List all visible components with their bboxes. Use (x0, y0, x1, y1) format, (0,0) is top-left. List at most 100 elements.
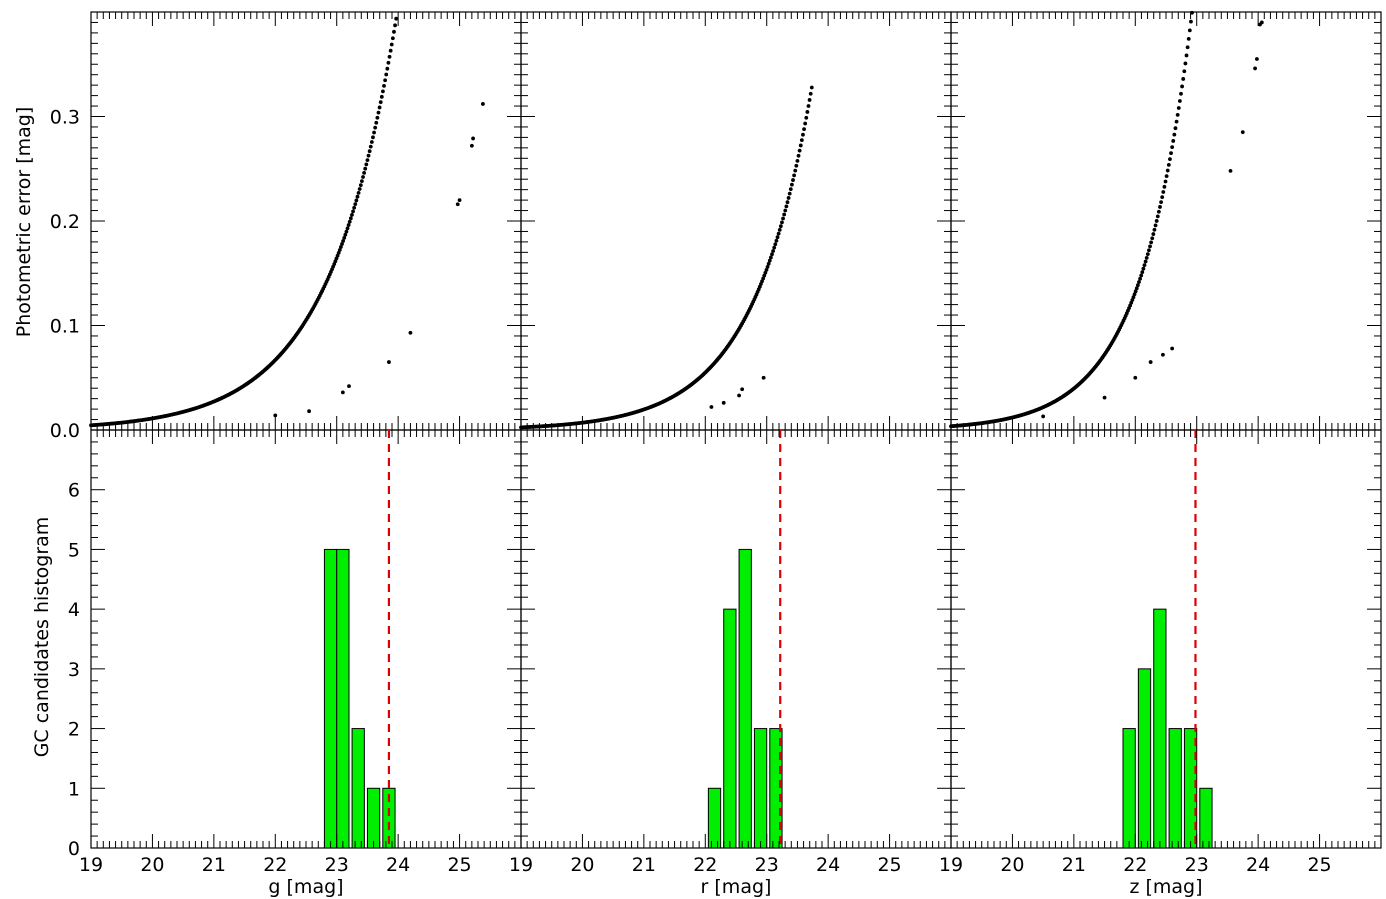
histogram-bar (366, 787, 381, 849)
data-point (1165, 168, 1170, 173)
data-point (1172, 132, 1177, 137)
data-point (1145, 252, 1150, 257)
data-point (457, 198, 462, 203)
data-point (1135, 283, 1140, 288)
histogram-bar (336, 548, 350, 849)
data-point (786, 196, 791, 200)
data-point (770, 252, 774, 257)
data-point (383, 78, 388, 83)
data-point (788, 187, 793, 192)
data-point (797, 148, 802, 153)
data-point (1132, 292, 1137, 297)
data-point (777, 228, 782, 232)
data-point (1148, 360, 1153, 364)
data-point (1142, 263, 1147, 268)
bottom-row-y-axis-label: GC candidates histogram (31, 517, 53, 758)
x-tick-label: 22 (263, 854, 287, 876)
data-point (1181, 77, 1186, 81)
x-tick-label: 25 (1307, 854, 1331, 876)
histogram-bar (1183, 728, 1198, 849)
histogram-bar (738, 548, 752, 849)
data-point (408, 330, 413, 335)
data-point (377, 105, 382, 110)
data-point (1139, 273, 1144, 278)
y-tick-label-bottom: 0 (68, 838, 80, 860)
histogram-bar (382, 787, 396, 849)
data-point (780, 220, 784, 225)
data-point (772, 245, 777, 250)
data-point (1152, 227, 1157, 232)
data-point (1189, 19, 1193, 24)
data-point (366, 153, 371, 158)
data-point (1240, 130, 1245, 135)
data-point (337, 248, 342, 252)
data-point (340, 242, 344, 246)
data-point (766, 261, 771, 266)
histogram-panel-g (90, 429, 522, 849)
data-point (1164, 174, 1169, 179)
data-point (1187, 28, 1192, 33)
data-point (350, 212, 354, 217)
data-point (762, 273, 767, 278)
data-point (1148, 244, 1152, 249)
data-point (782, 212, 787, 217)
top-row-y-axis-label: Photometric error [mag] (13, 107, 35, 338)
data-point (802, 127, 806, 132)
data-point (1259, 20, 1264, 25)
data-point (793, 168, 798, 173)
data-point (794, 163, 799, 168)
data-point (372, 130, 376, 135)
data-point (1162, 184, 1167, 189)
data-point (336, 250, 341, 255)
x-tick-label: 25 (877, 854, 901, 876)
x-tick-label: 23 (755, 854, 779, 876)
data-point (1169, 151, 1173, 156)
data-point (347, 384, 351, 389)
data-point (343, 232, 348, 237)
x-tick-label: 20 (570, 854, 594, 876)
data-point (374, 120, 379, 125)
y-tick-label-bottom: 5 (68, 539, 80, 561)
data-point (740, 387, 745, 392)
histogram-frame-g (90, 429, 522, 849)
data-point (1170, 145, 1175, 150)
scatter-frame-r (520, 11, 952, 431)
data-point (1149, 240, 1154, 245)
histogram-bar (1168, 728, 1182, 849)
x-tick-label: 24 (816, 854, 840, 876)
data-point (1180, 84, 1184, 89)
data-point (353, 202, 358, 207)
data-point (471, 136, 475, 141)
data-point (776, 231, 781, 236)
data-point (368, 144, 373, 149)
x-tick-label: 24 (386, 854, 410, 876)
data-point (345, 226, 350, 231)
data-point (709, 405, 714, 409)
data-point (357, 187, 362, 191)
data-point (1173, 126, 1178, 131)
data-point (1138, 276, 1142, 281)
data-point (375, 115, 380, 120)
data-point (771, 249, 775, 253)
x-tick-label: 22 (693, 854, 717, 876)
data-point (1143, 259, 1148, 264)
data-point (1184, 53, 1189, 58)
data-point (1161, 352, 1165, 357)
data-point (1158, 205, 1162, 209)
data-point (1159, 200, 1163, 204)
data-point (721, 400, 726, 405)
data-point (1153, 223, 1158, 228)
data-point (351, 209, 355, 214)
data-point (778, 224, 783, 229)
data-point (1183, 61, 1188, 66)
scatter-panel-g (89, 11, 522, 431)
data-point (801, 132, 805, 137)
data-point (805, 110, 810, 114)
data-point (783, 208, 788, 213)
data-point (347, 219, 352, 224)
data-point (356, 191, 361, 195)
x-axis-label-g: g [mag] (268, 876, 343, 898)
data-point (387, 360, 391, 364)
histogram-panel-z (950, 429, 1382, 849)
